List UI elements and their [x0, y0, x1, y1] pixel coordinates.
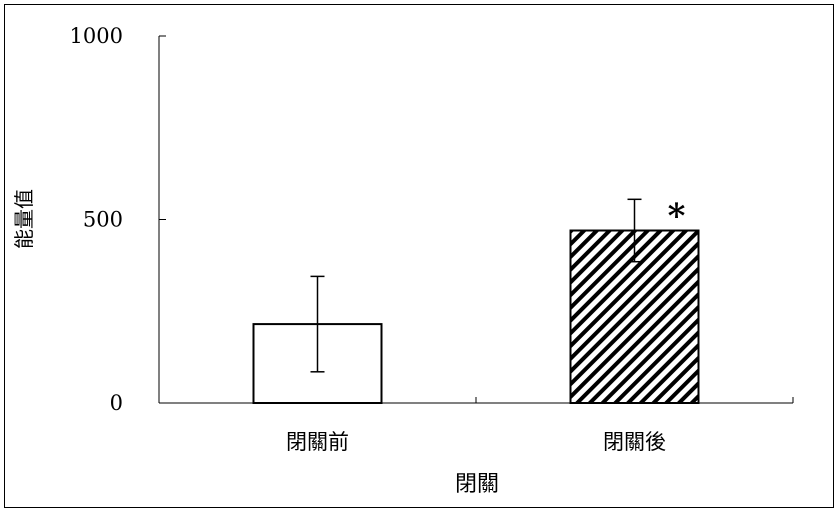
- y-tick-label: 0: [110, 391, 123, 415]
- y-tick-label: 1000: [70, 24, 123, 48]
- x-axis-label: 閉關: [455, 472, 499, 497]
- y-axis-label: 能量值: [12, 189, 36, 249]
- bar-chart: 0 500 1000 閉關前 閉關後 * 閉關 能量值: [12, 24, 794, 497]
- labels: 閉關 能量值: [12, 189, 499, 497]
- x-tick-label: 閉關前: [286, 430, 349, 454]
- x-tick-label: 閉關後: [603, 430, 666, 454]
- significance-marker: *: [668, 196, 686, 236]
- chart-frame: 0 500 1000 閉關前 閉關後 * 閉關 能量值: [4, 4, 834, 508]
- bars: *: [252, 196, 700, 404]
- y-tick-label: 500: [83, 208, 123, 232]
